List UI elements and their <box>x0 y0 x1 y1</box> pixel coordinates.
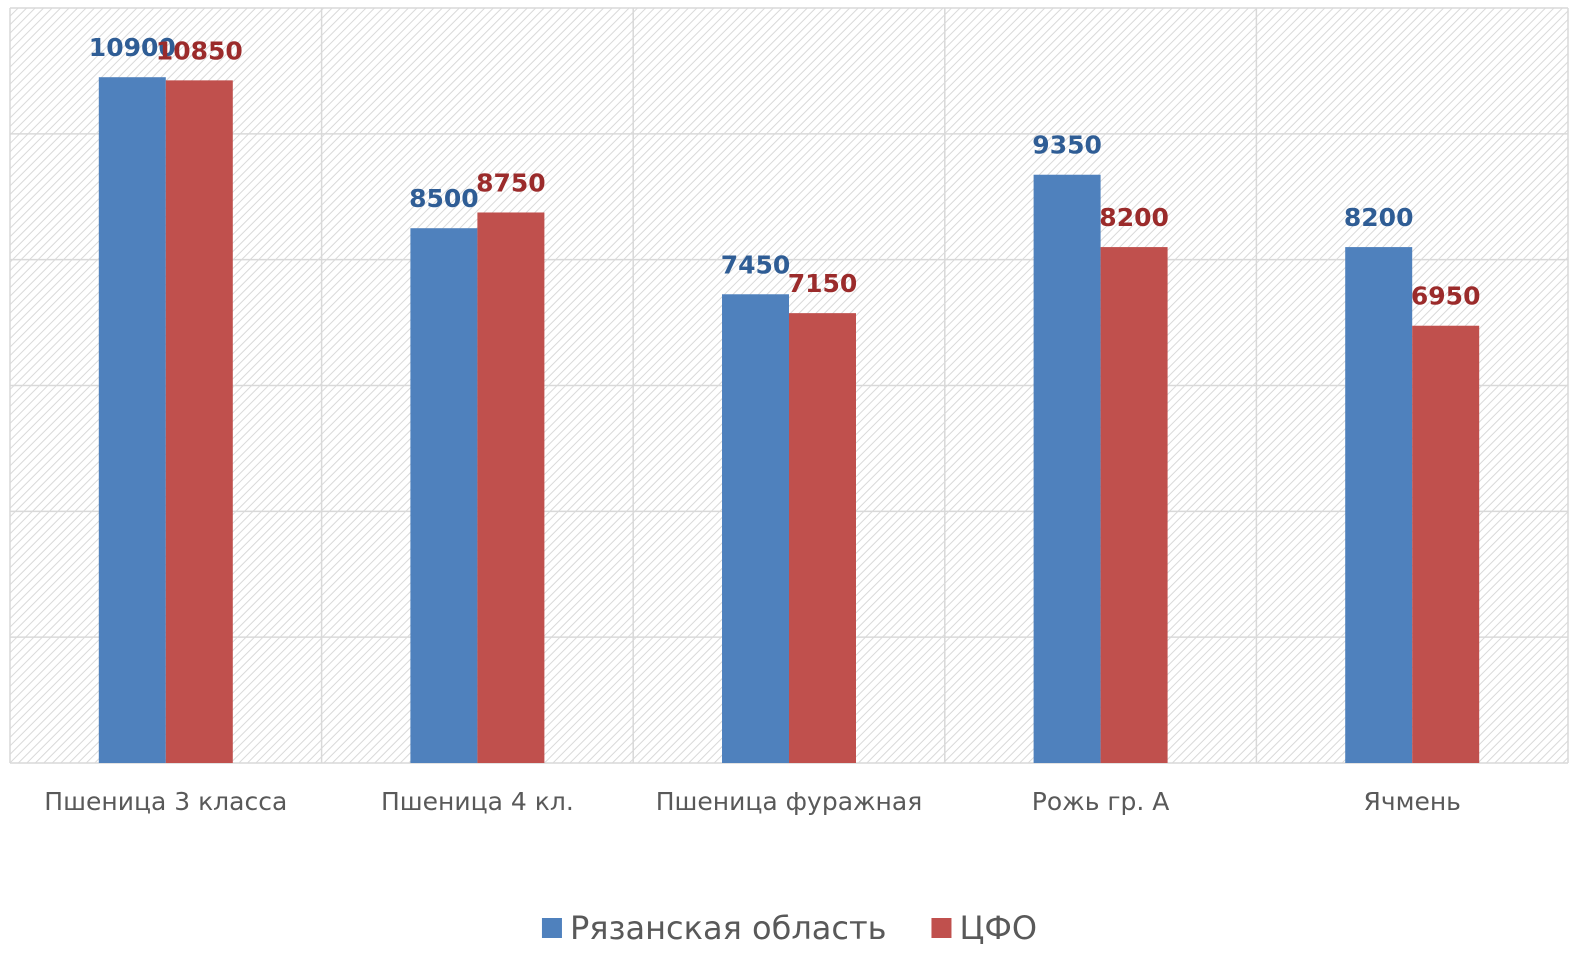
bar <box>98 77 166 764</box>
bar <box>165 80 233 763</box>
x-tick-label: Пшеница 3 класса <box>44 787 287 816</box>
data-label: 6950 <box>1411 282 1481 311</box>
data-label: 7150 <box>788 269 858 298</box>
legend-label: ЦФО <box>959 909 1037 947</box>
bar <box>789 313 856 763</box>
data-label: 9350 <box>1032 131 1102 160</box>
x-tick-label: Пшеница фуражная <box>656 787 923 816</box>
data-label: 7450 <box>721 250 791 279</box>
data-label: 10850 <box>156 36 243 65</box>
bar <box>410 228 478 764</box>
x-tick-label: Пшеница 4 кл. <box>381 787 574 816</box>
x-tick-label: Ячмень <box>1363 787 1460 816</box>
bar <box>1345 247 1413 764</box>
bar <box>1100 247 1168 764</box>
bar <box>1033 174 1101 763</box>
bar <box>477 212 545 763</box>
legend-swatch <box>931 918 952 938</box>
data-label: 8750 <box>476 168 546 197</box>
legend-label: Рязанская область <box>570 909 887 947</box>
legend-swatch <box>541 918 562 938</box>
data-label: 10900 <box>89 33 176 62</box>
x-tick-label: Рожь гр. А <box>1032 787 1170 816</box>
bar <box>722 294 789 763</box>
bar <box>1412 325 1480 763</box>
data-label: 8200 <box>1344 203 1414 232</box>
data-label: 8500 <box>409 184 479 213</box>
data-label: 8200 <box>1099 203 1169 232</box>
